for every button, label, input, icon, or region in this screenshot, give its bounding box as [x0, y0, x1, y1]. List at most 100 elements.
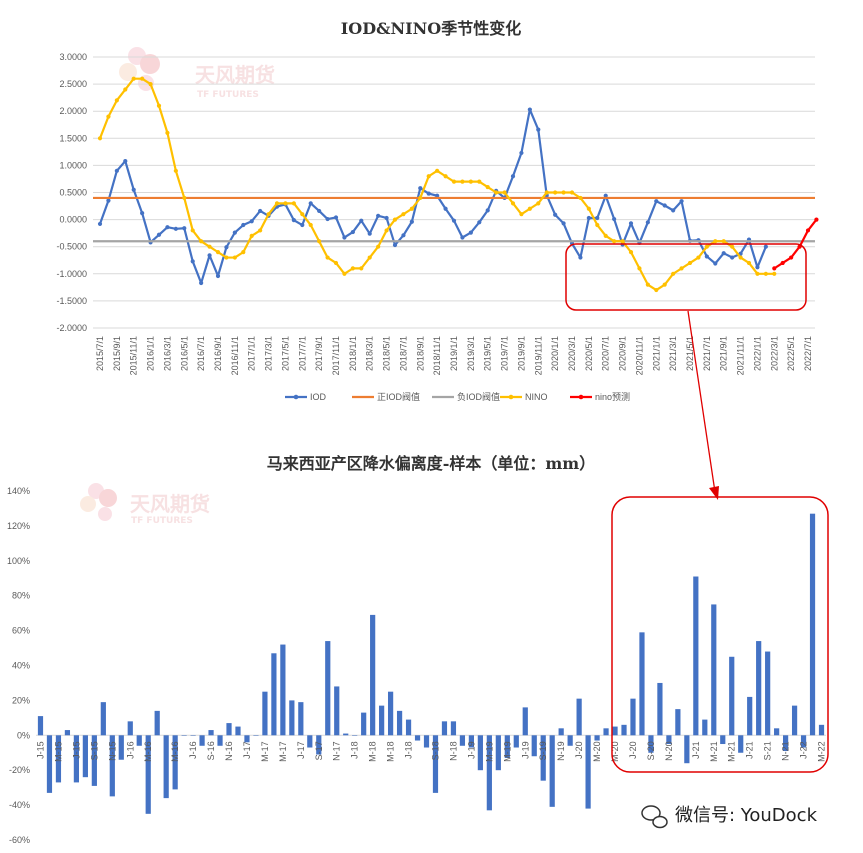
chart1-x-tick: 2020/5/1 — [584, 336, 594, 371]
legend-item: IOD — [285, 392, 327, 402]
data-point — [300, 212, 305, 217]
rainfall-bar — [361, 712, 367, 736]
chart2-x-tick: J-17 — [296, 741, 306, 759]
data-point — [696, 255, 701, 260]
chart1-y-tick: -1.0000 — [56, 269, 87, 279]
rainfall-bar — [127, 721, 133, 736]
data-point — [620, 239, 625, 244]
rainfall-bar — [765, 651, 771, 736]
data-point — [679, 199, 684, 204]
chart2-x-tick: S-20 — [646, 741, 656, 760]
rainfall-bar — [307, 735, 313, 748]
rainfall-bar — [567, 735, 573, 746]
data-point — [224, 245, 229, 250]
data-point — [232, 255, 237, 260]
chart1-y-tick: 0.0000 — [59, 215, 87, 225]
data-point — [637, 266, 642, 271]
data-point — [628, 250, 634, 255]
data-point — [477, 220, 482, 225]
rainfall-bar — [558, 728, 564, 736]
data-point — [595, 215, 600, 221]
data-point — [215, 250, 221, 255]
data-point — [359, 218, 364, 223]
rainfall-bar — [154, 710, 160, 736]
data-point — [805, 228, 811, 233]
chart1-y-tick: 1.5000 — [59, 133, 87, 143]
data-point — [418, 186, 423, 191]
data-point — [106, 198, 111, 203]
data-point — [291, 218, 296, 223]
chart1-x-tick: 2015/11/1 — [129, 336, 139, 375]
rainfall-bar — [379, 705, 385, 736]
chart1-x-tick: 2016/3/1 — [162, 336, 172, 371]
rainfall-bar — [468, 735, 475, 748]
data-point — [502, 190, 507, 195]
data-point — [586, 215, 591, 221]
data-point — [662, 282, 667, 287]
data-point — [612, 216, 617, 222]
data-point — [460, 179, 465, 184]
rainfall-bar — [729, 656, 735, 736]
data-point — [173, 168, 178, 173]
data-point — [721, 239, 726, 244]
chart1-y-tick: -1.5000 — [56, 296, 87, 306]
chart2-x-tick: J-19 — [466, 741, 476, 759]
data-point — [645, 282, 650, 287]
data-point — [443, 174, 448, 179]
data-point — [595, 222, 600, 228]
chart1-x-tick: 2019/3/1 — [466, 336, 476, 371]
data-point — [342, 271, 347, 276]
data-point — [814, 217, 819, 222]
chart1-x-tick: 2022/1/1 — [752, 336, 762, 371]
data-point — [485, 184, 490, 190]
data-point — [333, 215, 339, 220]
watermark-brand-en: TF FUTURES — [197, 90, 259, 100]
data-point — [165, 225, 170, 230]
rainfall-bar — [684, 735, 690, 764]
data-point — [721, 251, 726, 256]
rainfall-bar — [693, 576, 699, 736]
chart1-x-tick: 2020/9/1 — [618, 336, 628, 371]
data-point — [207, 253, 212, 258]
data-point — [738, 255, 743, 260]
highlight-box-bottom — [611, 496, 829, 773]
rainfall-bar — [702, 719, 708, 736]
rainfall-bar — [325, 641, 331, 736]
rainfall-bar — [423, 735, 430, 748]
chart1-x-tick: 2022/5/1 — [786, 336, 796, 371]
rainfall-bar — [782, 735, 789, 752]
rainfall-bar — [791, 705, 798, 736]
data-point — [156, 103, 162, 108]
rainfall-bar — [486, 735, 492, 811]
rainfall-bar — [639, 632, 645, 736]
data-point — [704, 254, 709, 259]
data-point — [586, 206, 591, 211]
chart2-x-tick: M-16 — [143, 741, 153, 762]
rainfall-bar — [414, 735, 421, 741]
data-point — [190, 259, 195, 264]
data-point — [241, 250, 246, 255]
chart2-x-tick: S-16 — [206, 741, 216, 760]
data-point — [173, 226, 178, 231]
data-point — [468, 230, 473, 235]
chart2-x-tick: J-15 — [35, 741, 45, 759]
data-point — [435, 168, 440, 173]
data-point — [350, 229, 355, 235]
rainfall-bar — [648, 735, 654, 753]
chart2-x-tick: J-18 — [350, 741, 360, 759]
data-point — [333, 260, 339, 266]
rainfall-bar — [118, 735, 124, 760]
rainfall-bar — [253, 735, 259, 736]
chart1-x-tick: 2018/3/1 — [365, 336, 375, 371]
chart2-x-tick: M-15 — [53, 741, 63, 762]
chart2-y-tick: 60% — [12, 626, 30, 636]
chart1-x-tick: 2017/5/1 — [280, 336, 290, 371]
rainfall-bar — [666, 735, 672, 745]
rainfall-bar — [432, 735, 439, 793]
chart2-x-tick: M-21 — [709, 741, 719, 762]
data-point — [409, 219, 414, 224]
chart1-x-tick: 2021/1/1 — [651, 336, 661, 371]
data-point — [536, 127, 541, 132]
rainfall-bar — [352, 735, 358, 736]
data-point — [679, 266, 684, 271]
